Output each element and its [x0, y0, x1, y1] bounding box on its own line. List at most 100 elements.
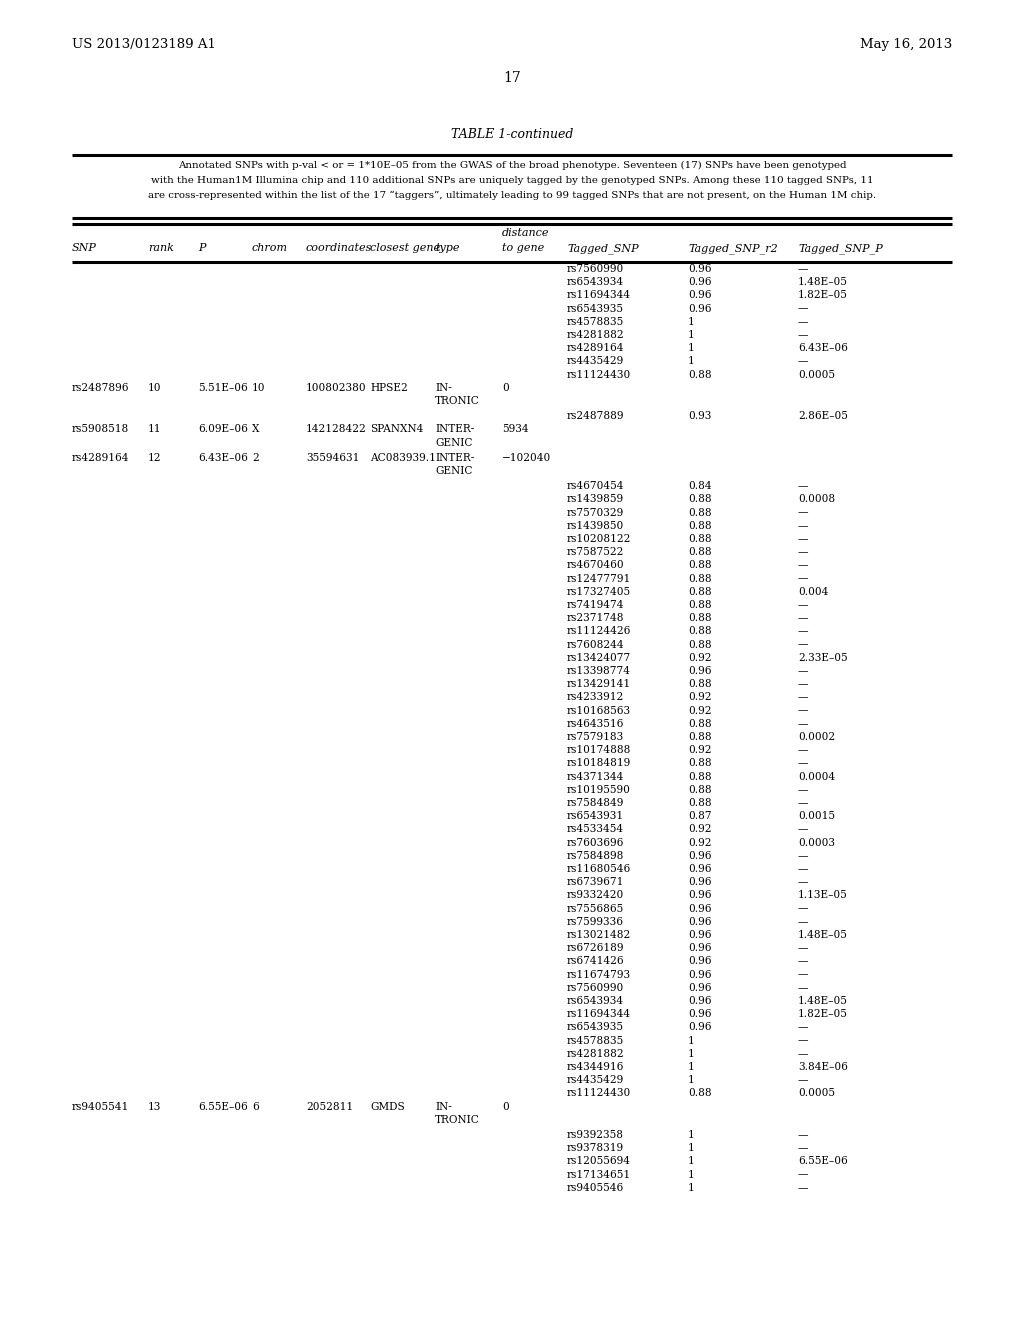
Text: rs9405541: rs9405541: [72, 1102, 129, 1111]
Text: 1.82E–05: 1.82E–05: [798, 1010, 848, 1019]
Text: SNP: SNP: [72, 243, 97, 253]
Text: rs5908518: rs5908518: [72, 425, 129, 434]
Text: chrom: chrom: [252, 243, 288, 253]
Text: —: —: [798, 759, 809, 768]
Text: rs11124430: rs11124430: [567, 1089, 631, 1098]
Text: —: —: [798, 851, 809, 861]
Text: 0.96: 0.96: [688, 304, 712, 314]
Text: rs4670454: rs4670454: [567, 482, 625, 491]
Text: 0.88: 0.88: [688, 548, 712, 557]
Text: rs7587522: rs7587522: [567, 548, 625, 557]
Text: 0.93: 0.93: [688, 412, 712, 421]
Text: 0.88: 0.88: [688, 627, 712, 636]
Text: 0.88: 0.88: [688, 785, 712, 795]
Text: rs6543931: rs6543931: [567, 812, 624, 821]
Text: rs6741426: rs6741426: [567, 957, 625, 966]
Text: —: —: [798, 1049, 809, 1059]
Text: —: —: [798, 1023, 809, 1032]
Text: 0.96: 0.96: [688, 865, 712, 874]
Text: rs7599336: rs7599336: [567, 917, 624, 927]
Text: 0.96: 0.96: [688, 1010, 712, 1019]
Text: P: P: [198, 243, 206, 253]
Text: rs7556865: rs7556865: [567, 904, 625, 913]
Text: rs11694344: rs11694344: [567, 1010, 631, 1019]
Text: 1: 1: [688, 330, 694, 341]
Text: 0: 0: [502, 383, 509, 393]
Text: 0.92: 0.92: [688, 706, 712, 715]
Text: rs4533454: rs4533454: [567, 825, 624, 834]
Text: —: —: [798, 627, 809, 636]
Text: 1: 1: [688, 356, 694, 367]
Text: 0.88: 0.88: [688, 719, 712, 729]
Text: —: —: [798, 1143, 809, 1154]
Text: 0.88: 0.88: [688, 614, 712, 623]
Text: rs6543934: rs6543934: [567, 997, 624, 1006]
Text: 0.96: 0.96: [688, 878, 712, 887]
Text: INTER-: INTER-: [435, 425, 474, 434]
Text: rs11124430: rs11124430: [567, 370, 631, 380]
Text: 12: 12: [148, 453, 162, 463]
Text: rs7560990: rs7560990: [567, 983, 625, 993]
Text: rs7584849: rs7584849: [567, 799, 625, 808]
Text: rs9332420: rs9332420: [567, 891, 625, 900]
Text: 0.0005: 0.0005: [798, 1089, 835, 1098]
Text: US 2013/0123189 A1: US 2013/0123189 A1: [72, 38, 216, 51]
Text: 1: 1: [688, 1063, 694, 1072]
Text: 0.0015: 0.0015: [798, 812, 835, 821]
Text: 0.88: 0.88: [688, 1089, 712, 1098]
Text: rs6543935: rs6543935: [567, 1023, 624, 1032]
Text: 1.82E–05: 1.82E–05: [798, 290, 848, 301]
Text: 0.96: 0.96: [688, 290, 712, 301]
Text: 13: 13: [148, 1102, 162, 1111]
Text: —: —: [798, 693, 809, 702]
Text: 1: 1: [688, 1183, 694, 1193]
Text: 6.43E–06: 6.43E–06: [798, 343, 848, 354]
Text: 142128422: 142128422: [306, 425, 367, 434]
Text: —: —: [798, 601, 809, 610]
Text: 2.86E–05: 2.86E–05: [798, 412, 848, 421]
Text: 0.96: 0.96: [688, 944, 712, 953]
Text: 2.33E–05: 2.33E–05: [798, 653, 848, 663]
Text: with the Human1M Illumina chip and 110 additional SNPs are uniquely tagged by th: with the Human1M Illumina chip and 110 a…: [151, 176, 873, 185]
Text: 0.92: 0.92: [688, 746, 712, 755]
Text: —: —: [798, 1076, 809, 1085]
Text: rs11674793: rs11674793: [567, 970, 631, 979]
Text: rs11124426: rs11124426: [567, 627, 632, 636]
Text: rs7603696: rs7603696: [567, 838, 625, 847]
Text: IN-: IN-: [435, 1102, 452, 1111]
Text: rs13424077: rs13424077: [567, 653, 631, 663]
Text: Tagged_SNP: Tagged_SNP: [567, 243, 639, 253]
Text: rs6726189: rs6726189: [567, 944, 625, 953]
Text: are cross-represented within the list of the 17 “taggers”, ultimately leading to: are cross-represented within the list of…: [147, 190, 877, 201]
Text: —: —: [798, 508, 809, 517]
Text: rs6543935: rs6543935: [567, 304, 624, 314]
Text: 0.96: 0.96: [688, 957, 712, 966]
Text: TRONIC: TRONIC: [435, 396, 480, 407]
Text: rs10195590: rs10195590: [567, 785, 631, 795]
Text: rs9405546: rs9405546: [567, 1183, 625, 1193]
Text: rs4344916: rs4344916: [567, 1063, 625, 1072]
Text: rs11680546: rs11680546: [567, 865, 631, 874]
Text: 1: 1: [688, 1170, 694, 1180]
Text: GENIC: GENIC: [435, 438, 472, 447]
Text: 1: 1: [688, 1143, 694, 1154]
Text: 0.88: 0.88: [688, 640, 712, 649]
Text: 6.55E–06: 6.55E–06: [198, 1102, 248, 1111]
Text: —: —: [798, 548, 809, 557]
Text: rs17134651: rs17134651: [567, 1170, 631, 1180]
Text: rs4281882: rs4281882: [567, 1049, 625, 1059]
Text: 0.88: 0.88: [688, 799, 712, 808]
Text: 0.88: 0.88: [688, 574, 712, 583]
Text: —: —: [798, 356, 809, 367]
Text: —: —: [798, 746, 809, 755]
Text: 5.51E–06: 5.51E–06: [198, 383, 248, 393]
Text: —: —: [798, 667, 809, 676]
Text: —: —: [798, 970, 809, 979]
Text: rs1439850: rs1439850: [567, 521, 625, 531]
Text: 0.88: 0.88: [688, 521, 712, 531]
Text: 6.09E–06: 6.09E–06: [198, 425, 248, 434]
Text: —: —: [798, 917, 809, 927]
Text: —: —: [798, 957, 809, 966]
Text: —: —: [798, 983, 809, 993]
Text: 0.88: 0.88: [688, 561, 712, 570]
